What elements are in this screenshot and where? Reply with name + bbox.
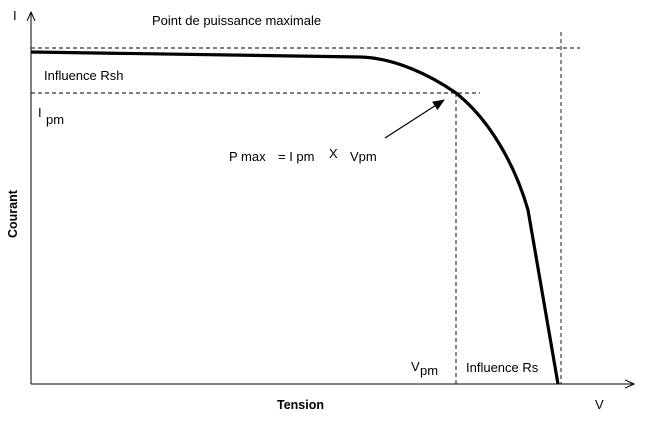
influence-rs-label: Influence Rs: [466, 360, 539, 375]
influence-rsh-label: Influence Rsh: [44, 68, 124, 83]
y-axis-symbol: I: [13, 8, 17, 23]
y-axis-label: Courant: [6, 189, 20, 238]
pmax-label-eq: = I pm: [278, 149, 315, 164]
pmax-pointer-arrow: [384, 99, 445, 139]
vpm-label-sub: pm: [420, 363, 438, 378]
x-axis-symbol: V: [595, 397, 604, 412]
vpm-label-main: V: [411, 359, 420, 374]
pmax-label-p: P max: [229, 149, 266, 164]
ipm-label-sub: pm: [46, 112, 64, 127]
pmax-label-x: X: [329, 146, 338, 161]
ipm-label-main: I: [38, 105, 42, 120]
diagram-title: Point de puissance maximale: [152, 13, 321, 28]
x-axis-label: Tension: [277, 398, 324, 412]
iv-curve: [30, 50, 560, 385]
pmax-label-v: Vpm: [350, 149, 377, 164]
